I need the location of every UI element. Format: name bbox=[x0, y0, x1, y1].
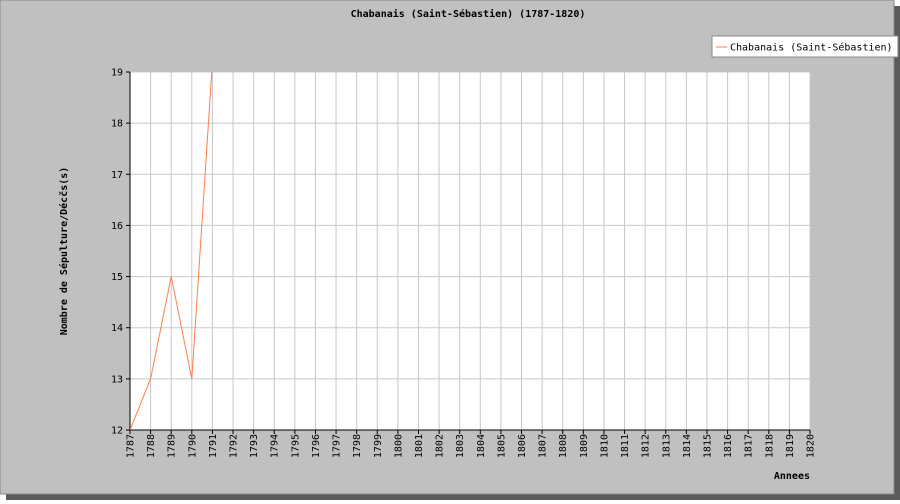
x-tick-label: 1820 bbox=[806, 434, 817, 458]
x-tick-label: 1819 bbox=[785, 434, 796, 458]
x-tick-label: 1818 bbox=[764, 434, 775, 458]
x-tick-label: 1811 bbox=[620, 434, 631, 458]
y-tick-label: 18 bbox=[111, 119, 123, 130]
y-axis-label: Nombre de Sépulture/Décčs(s) bbox=[58, 167, 70, 336]
x-tick-label: 1790 bbox=[187, 434, 198, 458]
legend-box bbox=[711, 35, 899, 58]
x-tick-label: 1813 bbox=[661, 434, 672, 458]
x-tick-label: 1800 bbox=[393, 434, 404, 458]
x-tick-label: 1804 bbox=[476, 434, 487, 458]
x-tick-label: 1812 bbox=[641, 434, 652, 458]
x-tick-label: 1801 bbox=[414, 434, 425, 458]
x-tick-label: 1806 bbox=[517, 434, 528, 458]
data-line bbox=[130, 72, 213, 430]
chart-title: Chabanais (Saint-Sébastien) (1787-1820) bbox=[351, 8, 586, 20]
x-tick-label: 1803 bbox=[455, 434, 466, 458]
x-tick-label: 1794 bbox=[270, 434, 281, 458]
x-tick-label: 1810 bbox=[599, 434, 610, 458]
y-tick-label: 14 bbox=[111, 323, 123, 334]
plot-area bbox=[130, 72, 810, 430]
y-tick-label: 13 bbox=[111, 374, 123, 385]
x-tick-label: 1802 bbox=[435, 434, 446, 458]
x-tick-label: 1789 bbox=[167, 434, 178, 458]
x-axis-label: Annees bbox=[774, 471, 810, 482]
x-tick-label: 1814 bbox=[682, 434, 693, 458]
x-tick-label: 1808 bbox=[558, 434, 569, 458]
x-tick-label: 1788 bbox=[146, 434, 157, 458]
x-tick-label: 1795 bbox=[290, 434, 301, 458]
x-tick-label: 1791 bbox=[208, 434, 219, 458]
legend-label: Chabanais (Saint-Sébastien) bbox=[730, 42, 893, 54]
x-tick-label: 1815 bbox=[702, 434, 713, 458]
x-tick-label: 1805 bbox=[496, 434, 507, 458]
y-tick-label: 19 bbox=[111, 68, 123, 79]
x-tick-label: 1798 bbox=[352, 434, 363, 458]
y-tick-label: 15 bbox=[111, 272, 123, 283]
y-tick-label: 17 bbox=[111, 170, 123, 181]
x-tick-label: 1787 bbox=[126, 434, 137, 458]
x-tick-label: 1792 bbox=[229, 434, 240, 458]
x-tick-label: 1816 bbox=[723, 434, 734, 458]
x-tick-label: 1807 bbox=[538, 434, 549, 458]
x-tick-label: 1817 bbox=[744, 434, 755, 458]
x-tick-label: 1796 bbox=[311, 434, 322, 458]
legend: Chabanais (Saint-Sébastien) bbox=[711, 35, 899, 58]
y-tick-label: 16 bbox=[111, 221, 123, 232]
x-tick-label: 1799 bbox=[373, 434, 384, 458]
x-tick-label: 1797 bbox=[332, 434, 343, 458]
x-tick-label: 1809 bbox=[579, 434, 590, 458]
y-tick-label: 12 bbox=[111, 426, 123, 437]
x-tick-label: 1793 bbox=[249, 434, 260, 458]
